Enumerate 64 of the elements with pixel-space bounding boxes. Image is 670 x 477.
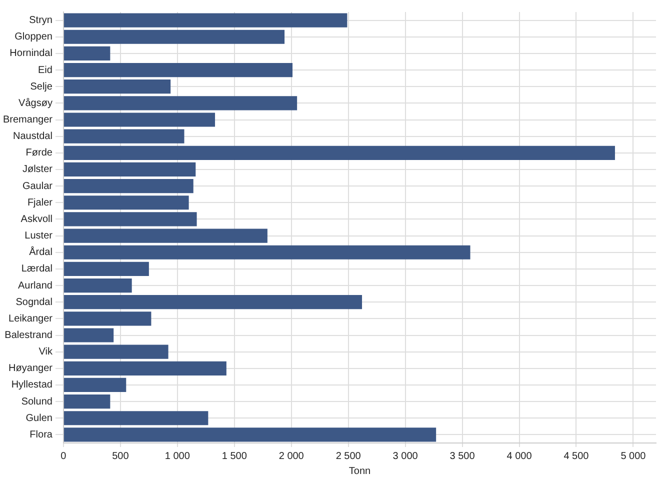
x-tick-label: 3 000	[392, 450, 418, 462]
x-tick-label: 4 500	[564, 450, 590, 462]
bar	[64, 196, 189, 210]
bar	[64, 146, 615, 160]
x-tick-label: 1 500	[222, 450, 248, 462]
bar	[64, 428, 436, 442]
y-tick-label: Eid	[38, 64, 52, 76]
x-tick-label: 500	[112, 450, 130, 462]
y-tick-label: Gloppen	[14, 32, 52, 43]
bar	[64, 394, 110, 409]
y-tick-label: Høyanger	[8, 363, 54, 374]
y-tick-label: Luster	[24, 230, 54, 242]
bar	[64, 112, 216, 127]
bar	[64, 328, 114, 342]
y-tick-label: Sogndal	[16, 296, 52, 308]
y-tick-label: Vik	[38, 346, 54, 358]
bar	[64, 344, 168, 359]
y-tick-label: Balestrand	[4, 330, 52, 341]
bar	[64, 162, 196, 177]
bar	[64, 129, 184, 144]
y-tick-label: Årdal	[29, 246, 52, 258]
bar	[64, 378, 126, 392]
x-tick-label: 3 500	[450, 450, 476, 462]
bar	[64, 46, 110, 60]
bar	[64, 361, 226, 376]
bar	[64, 228, 268, 243]
x-tick-label: 2 000	[278, 450, 304, 462]
y-tick-label: Vågsøy	[18, 96, 52, 109]
x-tick-label: 0	[60, 450, 67, 462]
y-tick-label: Hornindal	[10, 48, 52, 60]
bar	[64, 13, 348, 28]
bar	[64, 96, 298, 110]
bar	[64, 30, 285, 44]
bar	[64, 62, 293, 78]
y-tick-label: Førde	[26, 148, 53, 159]
bar	[64, 179, 194, 194]
bar	[64, 411, 208, 426]
bar	[64, 312, 152, 326]
x-axis-title: Tonn	[348, 466, 371, 477]
x-tick-label: 4 000	[506, 450, 532, 462]
y-tick-label: Hyllestad	[11, 380, 52, 391]
x-tick-label: 2 500	[336, 450, 362, 462]
y-tick-label: Jølster	[22, 164, 54, 176]
y-tick-label: Flora	[30, 429, 53, 440]
bar	[64, 278, 132, 293]
y-tick-label: Solund	[21, 396, 52, 408]
bar	[64, 245, 470, 260]
x-tick-label: 5 000	[620, 450, 646, 462]
x-tick-label: 1 000	[164, 450, 190, 462]
bar	[64, 80, 171, 94]
y-tick-label: Stryn	[29, 15, 52, 26]
y-tick-label: Gaular	[22, 180, 54, 192]
y-tick-label: Bremanger	[3, 114, 54, 126]
y-tick-label: Gulen	[26, 412, 52, 424]
bar	[64, 295, 362, 310]
bar	[64, 212, 197, 226]
bar	[64, 262, 149, 276]
y-tick-label: Fjaler	[27, 197, 54, 208]
y-tick-label: Lærdal	[21, 264, 52, 275]
y-tick-label: Leikanger	[8, 313, 54, 324]
y-tick-label: Selje	[30, 81, 53, 92]
y-tick-label: Aurland	[18, 280, 52, 292]
y-tick-label: Naustdal	[13, 131, 52, 142]
y-tick-label: Askvoll	[20, 214, 52, 225]
